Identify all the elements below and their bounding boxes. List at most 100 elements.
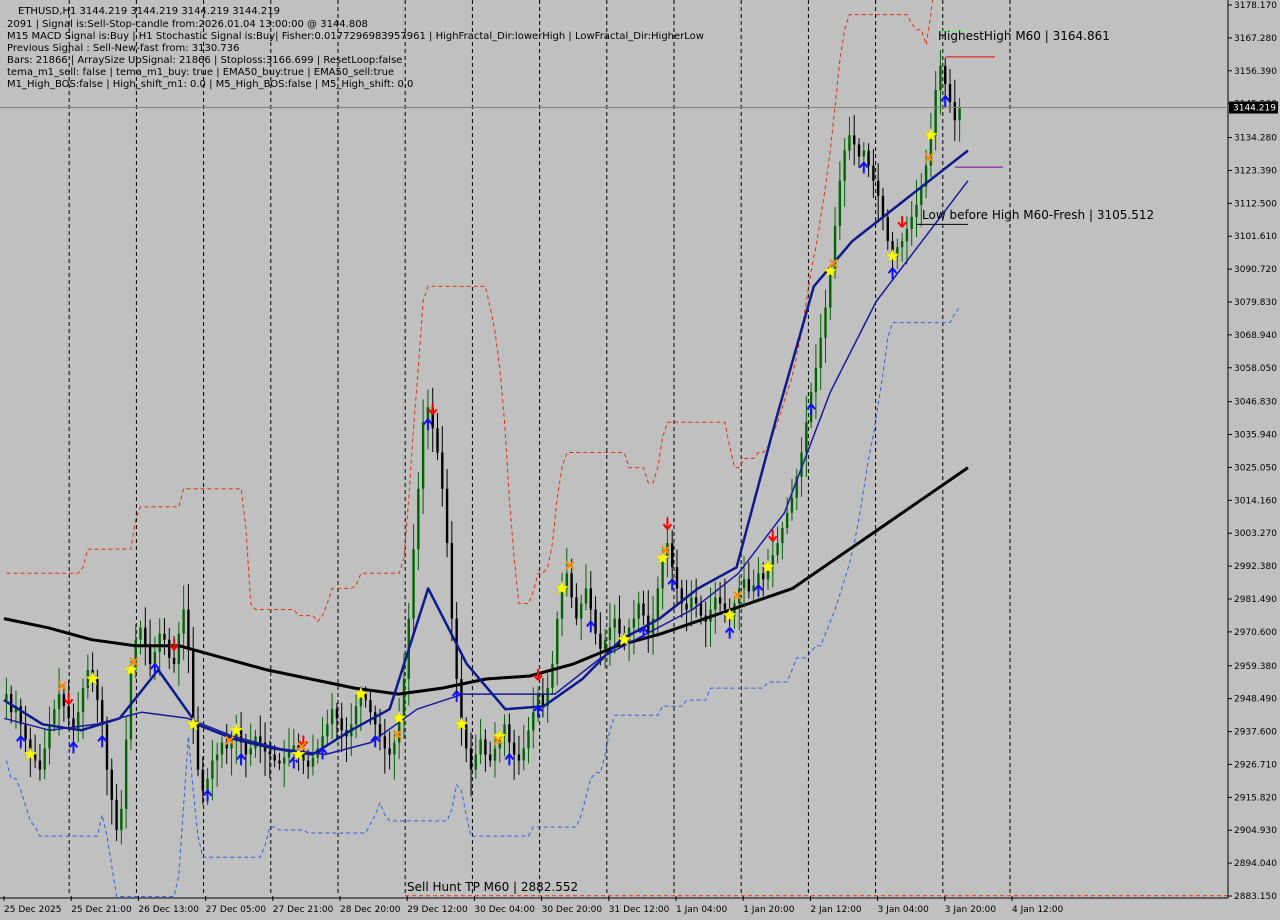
candle-body (551, 663, 554, 689)
candle-body (613, 618, 616, 628)
candle-body (393, 742, 396, 755)
candle-body (723, 603, 727, 610)
star-icon (554, 580, 570, 595)
candle-body (934, 90, 937, 136)
candle-body (546, 688, 549, 707)
candle-body (766, 567, 770, 580)
candle-body (920, 186, 923, 205)
candle-body (560, 588, 564, 619)
candle-body (445, 488, 449, 544)
price-tick-label: 3046.830 (1234, 398, 1277, 408)
current-price-tag: 3144.219 (1229, 101, 1278, 114)
candle-body (915, 204, 918, 217)
candle-body (139, 627, 142, 640)
candle-body (747, 579, 751, 592)
candle-body (163, 633, 166, 640)
buy-arrow-icon (859, 161, 869, 174)
time-tick-label: 3 Jan 20:00 (945, 905, 997, 915)
buy-arrow-icon (68, 741, 79, 754)
buy-arrow-icon (724, 626, 735, 639)
price-tick-label: 3178.170 (1234, 1, 1277, 11)
buy-arrow-icon (202, 790, 213, 802)
time-tick-label: 1 Jan 04:00 (676, 905, 728, 915)
candle-body (594, 609, 597, 634)
candle-body (244, 742, 248, 755)
candle-body (718, 597, 722, 604)
candle-body (426, 407, 430, 423)
candle-body (340, 718, 343, 731)
time-tick-label: 27 Dec 05:00 (206, 905, 267, 915)
buy-arrow-icon (150, 663, 160, 675)
candle-body (867, 150, 870, 166)
candle-body (953, 102, 957, 121)
candle-body (781, 527, 784, 544)
info-line-2: M15 MACD Signal is:Buy | H1 Stochastic S… (7, 31, 704, 42)
candle-body (335, 709, 339, 719)
candle-body (790, 497, 794, 513)
price-tick-label: 3025.050 (1234, 463, 1277, 473)
price-tick-label: 2970.600 (1234, 628, 1277, 638)
candle-body (685, 603, 688, 610)
candle-body (465, 724, 468, 749)
candle-body (148, 645, 152, 664)
candle-body (752, 585, 755, 592)
info-line-4: Bars: 21866 | ArraySize UpSignal: 21866 … (7, 55, 402, 66)
candle-body (488, 754, 492, 761)
candle-body (699, 603, 703, 616)
cross-icon (828, 258, 838, 268)
candle-body (249, 748, 252, 755)
current-price-tag-bg (1229, 101, 1278, 114)
candle-body (757, 573, 760, 586)
candle-body (910, 216, 913, 230)
candle-body (417, 488, 420, 550)
sell-arrow-icon (662, 518, 673, 530)
star-icon (185, 716, 201, 731)
candle-body (776, 543, 779, 556)
price-tick-label: 3079.830 (1234, 298, 1277, 308)
star-icon (923, 127, 939, 142)
candle-body (603, 639, 607, 649)
candle-body (714, 597, 717, 610)
price-tick-label: 3134.280 (1234, 134, 1277, 144)
sell-arrow-icon (768, 530, 778, 542)
candle-body (287, 751, 291, 758)
candle-body (905, 229, 909, 242)
buy-arrow-icon (585, 620, 596, 633)
candle-body (690, 597, 693, 610)
info-panel: ETHUSD,H1 3144.219 3144.219 3144.219 314… (7, 6, 704, 90)
cross-icon (660, 545, 671, 555)
level-lines (405, 30, 1228, 897)
time-tick-label: 30 Dec 04:00 (474, 905, 535, 915)
star-icon (23, 746, 38, 761)
candle-body (220, 742, 224, 755)
sell-arrow-icon (169, 638, 179, 651)
candle-body (862, 150, 866, 157)
candle-body (503, 724, 506, 737)
candle-body (33, 754, 37, 761)
candle-body (455, 618, 458, 680)
sell-arrow-icon (533, 669, 543, 681)
price-tick-label: 3123.390 (1234, 166, 1277, 176)
candle-body (230, 739, 233, 749)
candle-body (929, 135, 933, 166)
candle-body (14, 706, 18, 713)
candle-body (124, 739, 128, 809)
candle-body (948, 84, 952, 103)
info-line-3: Previous Signal : Sell-New-fast from: 31… (7, 43, 239, 54)
candle-body (196, 724, 200, 770)
candle-body (43, 748, 46, 770)
signal-markers (15, 95, 951, 802)
buy-arrow-icon (667, 578, 677, 591)
candle-body (833, 225, 837, 272)
candle-body (900, 241, 904, 248)
upper-band (6, 0, 933, 623)
candle-body (460, 679, 463, 725)
candle-body (675, 567, 679, 589)
candle-body (192, 648, 195, 725)
candle-body (589, 588, 592, 610)
candle-body (268, 751, 272, 755)
star-icon (885, 248, 900, 263)
candle-body (436, 428, 439, 453)
candle-body (556, 618, 559, 664)
